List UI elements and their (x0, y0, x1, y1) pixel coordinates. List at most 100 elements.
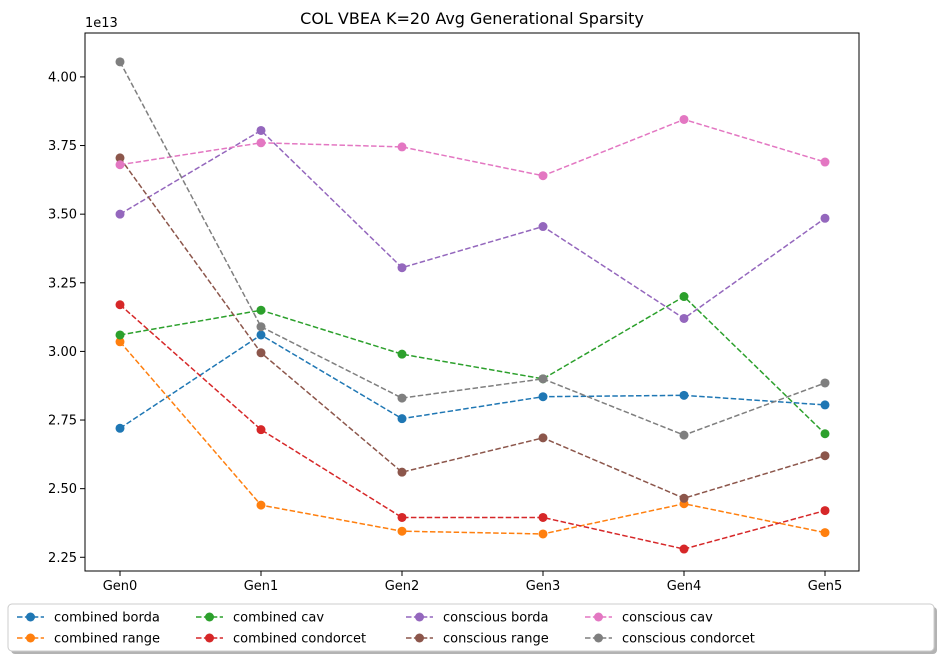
data-point (820, 378, 830, 388)
legend-swatch-marker (415, 612, 424, 622)
data-point (256, 500, 266, 510)
legend-item: combined range (17, 632, 160, 647)
legend-swatch-marker (594, 633, 603, 643)
data-point (820, 528, 830, 538)
data-point (115, 300, 125, 310)
legend-swatch-marker (205, 633, 214, 643)
x-tick-label: Gen5 (808, 579, 843, 594)
series-conscious-borda (115, 125, 830, 323)
legend-label: conscious condorcet (622, 632, 755, 647)
x-axis: Gen0 Gen1 Gen2 Gen3 Gen4 Gen5 (103, 571, 843, 594)
data-point (538, 392, 548, 402)
series-combined-condorcet (115, 300, 830, 554)
data-point (256, 322, 266, 332)
data-point (256, 330, 266, 340)
data-point (397, 142, 407, 152)
x-tick-label: Gen0 (103, 579, 138, 594)
legend-swatch-marker (415, 633, 424, 643)
data-point (538, 512, 548, 522)
legend-item: conscious range (406, 632, 549, 647)
legend-item: combined condorcet (196, 632, 366, 647)
legend-label: combined condorcet (233, 632, 366, 647)
data-point (115, 209, 125, 219)
data-point (256, 138, 266, 148)
y-tick-label: 3.50 (48, 208, 77, 223)
legend-item: conscious borda (406, 611, 549, 626)
data-point (256, 305, 266, 315)
data-point (115, 153, 125, 163)
data-point (679, 313, 689, 323)
data-point (538, 222, 548, 232)
series-conscious-condorcet (115, 57, 830, 440)
data-point (820, 213, 830, 223)
series-combined-borda (115, 330, 830, 433)
data-point (820, 400, 830, 410)
series-combined-cav (115, 292, 830, 439)
series-line (119, 157, 826, 500)
data-point (115, 57, 125, 67)
data-point (397, 414, 407, 424)
y-tick-label: 3.00 (48, 345, 77, 360)
data-point (397, 526, 407, 536)
x-tick-label: Gen2 (385, 579, 420, 594)
legend-label: combined borda (54, 611, 160, 626)
y-tick-label: 2.25 (48, 551, 77, 566)
legend-item: conscious condorcet (585, 632, 755, 647)
legend-label: conscious range (443, 632, 549, 647)
y-tick-label: 2.75 (48, 414, 77, 429)
series-line (119, 341, 826, 535)
legend-box (7, 603, 935, 652)
data-point (820, 506, 830, 516)
y-tick-label: 3.25 (48, 276, 77, 291)
legend: combined borda combined range combined cav… (7, 603, 937, 654)
data-point (115, 423, 125, 433)
data-point (115, 160, 125, 170)
data-point (397, 393, 407, 403)
y-axis: 2.25 2.50 2.75 3.00 3.25 3.50 3.75 4.00 (48, 70, 85, 566)
legend-swatch-marker (205, 612, 214, 622)
data-point (397, 512, 407, 522)
x-tick-label: Gen1 (244, 579, 279, 594)
series-line (119, 129, 826, 320)
legend-label: combined range (54, 632, 160, 647)
legend-item: combined cav (196, 611, 324, 626)
series-line (119, 304, 826, 550)
y-tick-label: 3.75 (48, 139, 77, 154)
legend-item: conscious cav (585, 611, 713, 626)
series-line (119, 295, 826, 435)
series-layer (115, 57, 830, 554)
legend-item: combined borda (17, 611, 160, 626)
data-point (679, 292, 689, 302)
data-point (820, 429, 830, 439)
data-point (538, 433, 548, 443)
data-point (397, 349, 407, 359)
data-point (679, 114, 689, 124)
y-tick-label: 2.50 (48, 482, 77, 497)
data-point (538, 171, 548, 181)
series-line (119, 334, 826, 429)
legend-swatch-marker (26, 612, 35, 622)
legend-swatch-marker (594, 612, 603, 622)
legend-label: conscious cav (622, 611, 713, 626)
y-tick-label: 4.00 (48, 70, 77, 85)
plot-frame (84, 32, 860, 572)
series-line (119, 61, 826, 436)
chart-title: COL VBEA K=20 Avg Generational Sparsity (300, 9, 644, 28)
y-axis-multiplier: 1e13 (85, 16, 118, 31)
data-point (679, 544, 689, 554)
data-point (397, 467, 407, 477)
x-tick-label: Gen3 (526, 579, 561, 594)
data-point (115, 337, 125, 347)
x-tick-label: Gen4 (667, 579, 702, 594)
data-point (256, 425, 266, 435)
data-point (256, 125, 266, 135)
data-point (538, 374, 548, 384)
data-point (397, 263, 407, 273)
data-point (820, 451, 830, 461)
series-conscious-range (115, 153, 830, 503)
data-point (679, 493, 689, 503)
data-point (256, 348, 266, 358)
legend-label: combined cav (233, 611, 324, 626)
series-conscious-cav (115, 114, 830, 181)
